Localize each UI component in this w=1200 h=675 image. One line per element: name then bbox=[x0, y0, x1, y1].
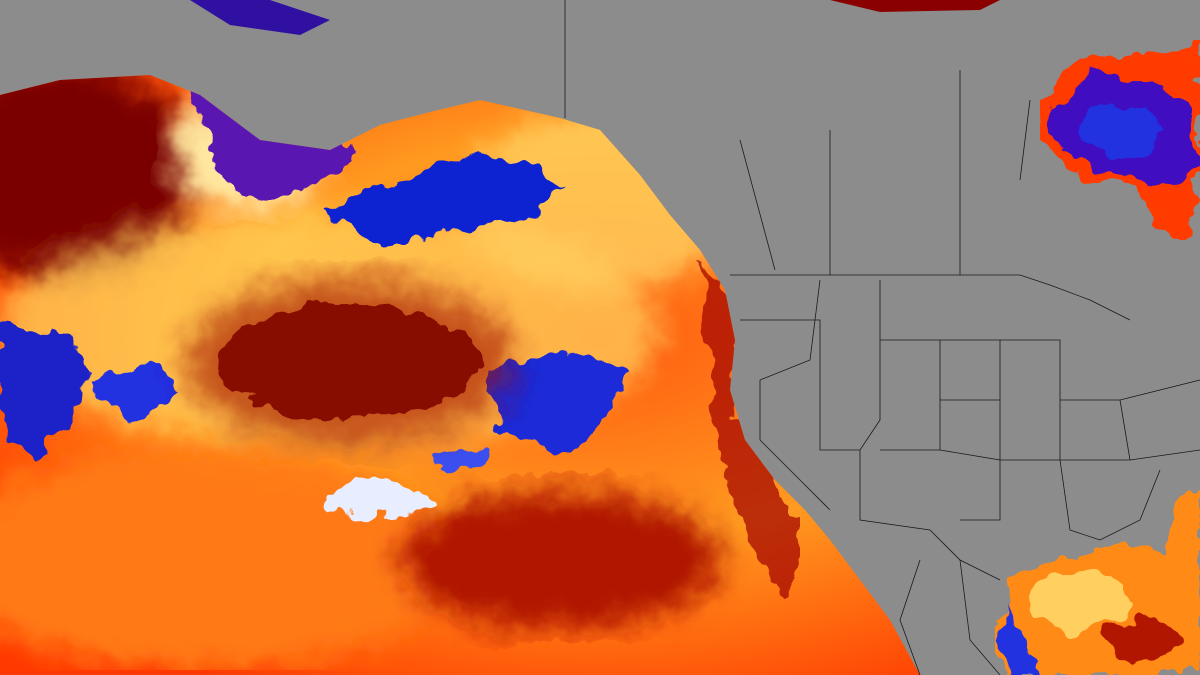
arctic-water bbox=[830, 0, 1000, 12]
hudson-bay bbox=[1040, 40, 1200, 240]
arctic-water bbox=[190, 0, 330, 35]
borders bbox=[564, 0, 1200, 675]
gulf-of-mexico bbox=[995, 490, 1200, 675]
